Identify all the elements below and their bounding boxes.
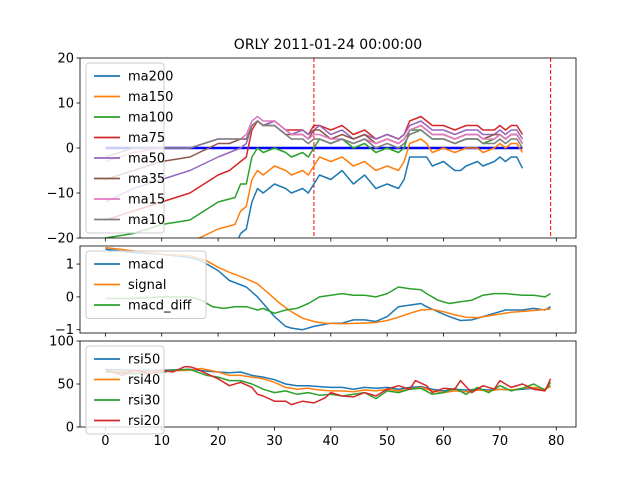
y-tick-label: 1 xyxy=(66,258,74,273)
x-tick-label: 0 xyxy=(101,434,109,449)
y-tick-label: 50 xyxy=(57,378,74,393)
legend-label-ma75: ma75 xyxy=(128,131,165,146)
x-tick-label: 20 xyxy=(210,434,227,449)
y-tick-label: −10 xyxy=(47,187,74,202)
y-tick-label: −1 xyxy=(55,323,74,338)
x-tick-label: 40 xyxy=(323,434,340,449)
legend: rsi50 rsi40 rsi30 rsi20 xyxy=(85,345,165,435)
x-tick-label: 70 xyxy=(492,434,509,449)
legend-label-ma10: ma10 xyxy=(128,213,165,228)
y-tick-label: 0 xyxy=(66,290,74,305)
y-tick-label: 0 xyxy=(66,142,74,157)
y-tick-label: 0 xyxy=(66,421,74,436)
legend-label-ma100: ma100 xyxy=(128,111,173,126)
legend-label-rsi50: rsi50 xyxy=(128,353,160,368)
legend-box xyxy=(85,345,165,435)
plot-area xyxy=(105,366,552,406)
legend-label-macd_diff: macd_diff xyxy=(128,299,192,314)
legend-label-ma150: ma150 xyxy=(128,90,173,105)
legend-label-rsi30: rsi30 xyxy=(128,394,160,409)
legend-label-signal: signal xyxy=(128,278,166,293)
series-line-macd_diff xyxy=(105,286,551,315)
series-line-ma200 xyxy=(237,156,524,238)
series-line-signal xyxy=(105,246,551,325)
y-tick-label: −20 xyxy=(47,232,74,247)
x-tick-label: 80 xyxy=(548,434,565,449)
legend-label-rsi20: rsi20 xyxy=(128,414,160,429)
legend-label-ma50: ma50 xyxy=(128,152,165,167)
legend-label-ma35: ma35 xyxy=(128,172,165,187)
x-tick-label: 10 xyxy=(153,434,170,449)
legend-box xyxy=(85,62,165,234)
y-tick-label: 20 xyxy=(57,52,74,67)
panel-macd: −1 0 1 macd signal macd_diff xyxy=(55,245,577,338)
legend-label-macd: macd xyxy=(128,258,164,273)
y-tick-label: 10 xyxy=(57,97,74,112)
panel-moving_averages: −20−1001020ma200ma150ma100ma75ma50ma35ma… xyxy=(47,52,577,247)
x-tick-label: 30 xyxy=(266,434,283,449)
series-line-rsi30 xyxy=(105,368,552,400)
legend-label-rsi40: rsi40 xyxy=(128,373,160,388)
series-line-ma150 xyxy=(197,138,524,238)
x-tick-label: 60 xyxy=(435,434,452,449)
legend-box xyxy=(85,250,207,319)
series-line-ma75 xyxy=(105,115,524,221)
series-line-ma10 xyxy=(105,120,524,158)
legend-label-ma200: ma200 xyxy=(128,70,173,85)
series-line-rsi20 xyxy=(105,366,552,406)
plot-area xyxy=(105,246,551,331)
legend: macd signal macd_diff xyxy=(85,250,207,319)
legend-label-ma15: ma15 xyxy=(128,193,165,208)
x-tick-label: 50 xyxy=(379,434,396,449)
panel-frame xyxy=(79,245,577,334)
y-tick-label: 100 xyxy=(49,335,74,350)
legend: ma200 ma150 ma100 ma75 ma50 ma35 ma15 ma10 xyxy=(85,62,173,234)
chart-title: ORLY 2011-01-24 00:00:00 xyxy=(234,37,422,53)
plot-area xyxy=(105,58,552,238)
